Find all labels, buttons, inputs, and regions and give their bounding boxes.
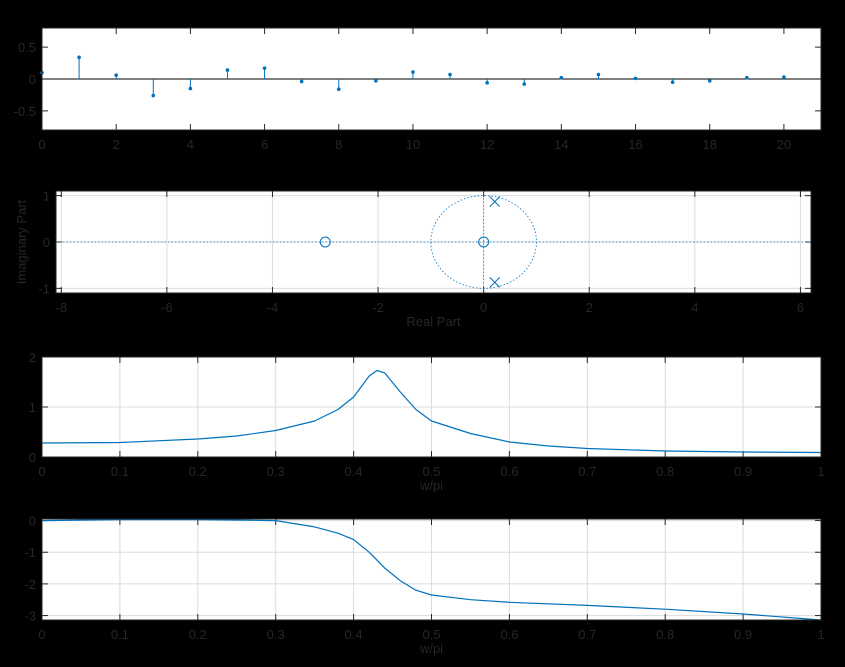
x-tick-label: 0.2 bbox=[189, 627, 207, 642]
x-tick-label: 0.6 bbox=[500, 464, 518, 479]
x-tick-label: 20 bbox=[777, 137, 791, 152]
stem-marker bbox=[299, 79, 304, 84]
stem-marker bbox=[596, 72, 601, 77]
stem-marker bbox=[448, 72, 452, 77]
stem-marker bbox=[633, 76, 638, 81]
x-tick-label: 0.6 bbox=[500, 627, 518, 642]
stem-marker bbox=[411, 70, 415, 74]
x-tick-label: 14 bbox=[554, 137, 568, 152]
x-tick-label: 0.2 bbox=[189, 464, 207, 479]
subplot-2: -8 -6 -4 -2 0 2 4 6 -1 0 1 Real Part Imaginary Part bbox=[14, 189, 812, 329]
y-tick-label: 0 bbox=[29, 72, 36, 87]
y-tick-label: 0 bbox=[43, 235, 50, 250]
x-tick-label: 4 bbox=[691, 300, 698, 315]
stem-marker bbox=[374, 79, 378, 83]
series-line bbox=[41, 369, 822, 454]
stem-marker bbox=[262, 66, 267, 70]
unit-circle bbox=[430, 195, 537, 289]
y-tick-label: -1 bbox=[38, 281, 50, 296]
x-tick-label: 0.5 bbox=[422, 627, 440, 642]
x-tick-label: 0.9 bbox=[734, 627, 752, 642]
x-tick-label: 0.4 bbox=[345, 627, 363, 642]
stem-marker bbox=[225, 68, 230, 72]
x-tick-label: -4 bbox=[267, 300, 279, 315]
stem-marker bbox=[77, 55, 81, 60]
x-tick-label: 1 bbox=[817, 627, 824, 642]
x-tick-label: 0.3 bbox=[267, 627, 285, 642]
x-tick-label: 0.1 bbox=[111, 464, 129, 479]
y-axis-label: Imaginary Part bbox=[14, 199, 29, 284]
subplot-4: 0 0.1 0.2 0.3 0.4 0.5 0.6 0.7 0.8 0.9 1 -3 -2 -1 0 w/pi bbox=[24, 514, 824, 656]
x-tick-label: 0.9 bbox=[734, 464, 752, 479]
x-tick-label: 1 bbox=[817, 464, 824, 479]
x-axis-label: Real Part bbox=[406, 314, 461, 329]
stem-marker bbox=[559, 75, 564, 80]
x-tick-label: 0 bbox=[38, 464, 45, 479]
x-tick-label: 0 bbox=[480, 300, 487, 315]
axes-box bbox=[41, 356, 822, 458]
x-tick-label: -2 bbox=[372, 300, 384, 315]
x-tick-label: 2 bbox=[113, 137, 120, 152]
stem-marker bbox=[151, 93, 156, 98]
x-tick-label: -6 bbox=[161, 300, 173, 315]
pole-marker bbox=[489, 276, 501, 288]
x-tick-label: 0.5 bbox=[422, 464, 440, 479]
zero-marker bbox=[478, 236, 490, 248]
pole-marker bbox=[489, 196, 501, 208]
x-tick-label: 0.8 bbox=[656, 627, 674, 642]
y-tick-label: 0.5 bbox=[18, 40, 36, 55]
x-tick-label: 8 bbox=[335, 137, 342, 152]
stem-marker bbox=[522, 82, 527, 86]
x-tick-label: 6 bbox=[797, 300, 804, 315]
x-axis-label: w/pi bbox=[419, 478, 443, 493]
x-tick-label: 0 bbox=[38, 137, 45, 152]
stem-marker bbox=[114, 73, 118, 77]
y-tick-label: 0 bbox=[29, 450, 36, 465]
subplot-3: 0 0.1 0.2 0.3 0.4 0.5 0.6 0.7 0.8 0.9 1 0 1 2 w/pi bbox=[29, 350, 825, 493]
x-tick-label: 0 bbox=[38, 627, 45, 642]
stem-marker bbox=[485, 81, 489, 85]
x-tick-label: 0.8 bbox=[656, 464, 674, 479]
y-tick-label: 1 bbox=[43, 189, 50, 204]
y-tick-label: -0.5 bbox=[14, 104, 36, 119]
x-tick-label: 12 bbox=[480, 137, 494, 152]
series-line bbox=[41, 519, 822, 621]
x-tick-label: 0.3 bbox=[267, 464, 285, 479]
x-tick-label: -8 bbox=[55, 300, 67, 315]
x-tick-label: 0.4 bbox=[345, 464, 363, 479]
stem-marker bbox=[745, 75, 749, 80]
y-tick-label: 1 bbox=[29, 400, 36, 415]
axes-box bbox=[41, 27, 822, 131]
stem-marker bbox=[782, 75, 786, 79]
x-tick-label: 0.1 bbox=[111, 627, 129, 642]
axes-box bbox=[55, 190, 812, 294]
stem-marker bbox=[336, 87, 341, 91]
y-tick-label: 0 bbox=[29, 514, 36, 529]
x-tick-label: 4 bbox=[187, 137, 194, 152]
x-tick-label: 18 bbox=[702, 137, 716, 152]
zero-marker bbox=[319, 236, 331, 248]
stem-marker bbox=[670, 80, 675, 84]
stem-marker bbox=[707, 79, 712, 83]
y-tick-label: 2 bbox=[29, 350, 36, 365]
x-axis-label: w/pi bbox=[419, 641, 443, 656]
subplot-1: 0 2 4 6 8 10 12 14 16 18 20 -0.5 0 0.5 bbox=[14, 27, 822, 152]
x-tick-label: 0.7 bbox=[578, 464, 596, 479]
x-tick-label: 10 bbox=[406, 137, 420, 152]
stem-marker bbox=[188, 86, 193, 91]
x-tick-label: 2 bbox=[586, 300, 593, 315]
x-tick-label: 6 bbox=[261, 137, 268, 152]
y-tick-label: -2 bbox=[24, 577, 36, 592]
axes-box bbox=[41, 518, 822, 621]
y-tick-label: -1 bbox=[24, 545, 36, 560]
x-tick-label: 0.7 bbox=[578, 627, 596, 642]
y-tick-label: -3 bbox=[24, 609, 36, 624]
x-tick-label: 16 bbox=[628, 137, 642, 152]
